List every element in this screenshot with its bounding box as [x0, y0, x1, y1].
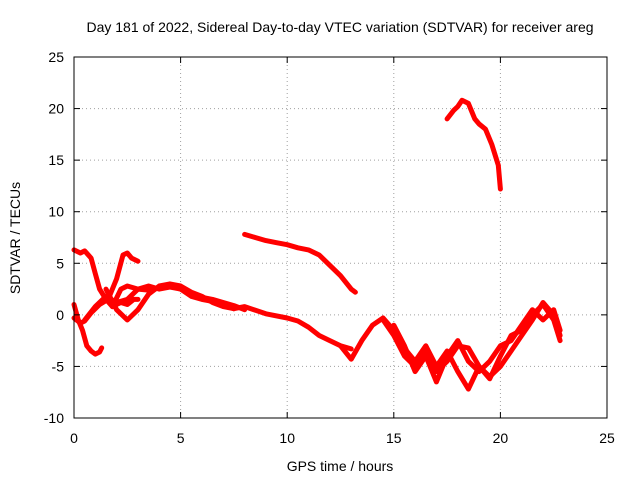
axis-ticks: 0 5 10 15 20 25 -10 -5 0 5 10 15 20 25 — [44, 49, 615, 446]
x-tick-label: 10 — [279, 430, 295, 446]
x-tick-label: 25 — [599, 430, 615, 446]
series-line-arc-i — [338, 302, 563, 392]
plot-frame — [73, 56, 608, 419]
y-tick-label: 0 — [56, 307, 64, 323]
y-axis-label: SDTVAR / TECUs — [7, 182, 23, 294]
series-line-arc-h — [444, 97, 503, 192]
y-tick-label: -10 — [44, 410, 64, 426]
y-tick-label: 25 — [48, 49, 64, 65]
y-tick-label: -5 — [52, 358, 65, 374]
series-line-arc-f — [109, 283, 248, 313]
series-line-arc-b — [71, 302, 105, 357]
series-lines — [71, 97, 563, 392]
y-tick-label: 20 — [48, 101, 64, 117]
y-tick-label: 10 — [48, 204, 64, 220]
y-tick-label: 15 — [48, 152, 64, 168]
x-axis-label: GPS time / hours — [287, 458, 394, 474]
grid-lines — [74, 57, 607, 418]
chart-title: Day 181 of 2022, Sidereal Day-to-day VTE… — [86, 19, 593, 35]
x-tick-label: 0 — [70, 430, 78, 446]
series-line-arc-g — [242, 231, 358, 295]
x-tick-label: 5 — [177, 430, 185, 446]
series-line-arc-j — [391, 307, 563, 385]
series-line-arc-k — [380, 300, 563, 380]
x-tick-label: 15 — [386, 430, 402, 446]
x-tick-label: 20 — [493, 430, 509, 446]
y-tick-label: 5 — [56, 255, 64, 271]
